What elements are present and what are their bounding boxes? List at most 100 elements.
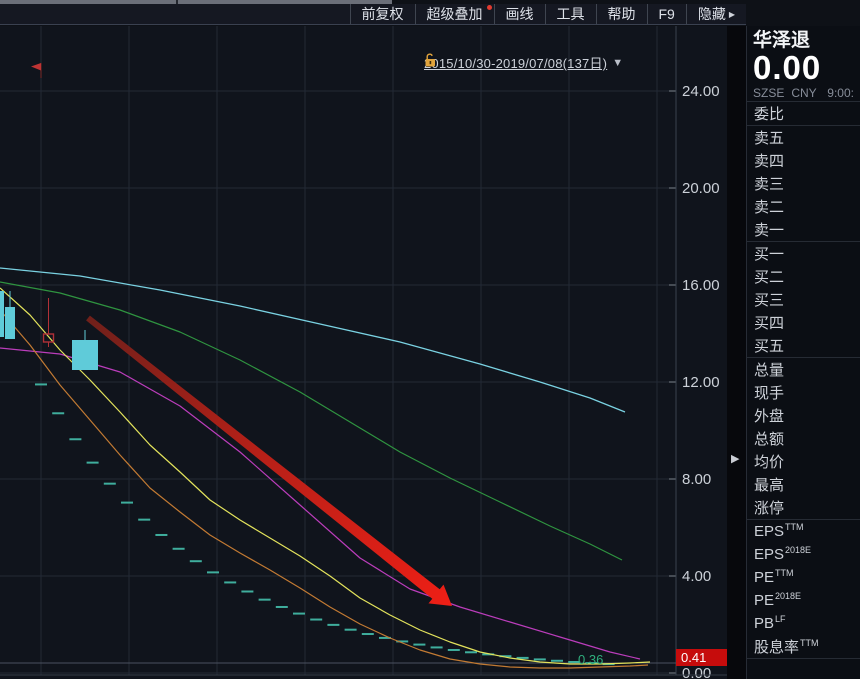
svg-text:12.00: 12.00 bbox=[682, 374, 720, 391]
ma-yellow bbox=[0, 287, 651, 665]
quote-time: 9:00: bbox=[827, 86, 854, 100]
date-range-label[interactable]: 2015/10/30-2019/07/08(137日) bbox=[424, 56, 608, 71]
quote-row[interactable]: 总额 bbox=[747, 427, 860, 450]
svg-text:0.00: 0.00 bbox=[682, 665, 711, 679]
quote-row-label: 卖一 bbox=[754, 222, 785, 239]
panel-divider[interactable]: ▶ bbox=[727, 26, 746, 679]
quote-rows: 委比卖五卖四 卖三卖二卖一买一买二买三买四买五总量现手外盘总额均价最高涨停 EPST… bbox=[747, 101, 860, 659]
date-range-control[interactable]: 2015/10/30-2019/07/08(137日) ▼ bbox=[424, 53, 628, 72]
exchange-label: SZSE bbox=[753, 86, 785, 100]
ma-magenta bbox=[0, 347, 641, 660]
quote-row[interactable]: 买四 bbox=[747, 311, 860, 334]
main-area: 24.00 20.00 16.00 12.00 8.00 4.00 0.00 2015/10… bbox=[0, 26, 860, 679]
chart-toolbar: 前复权 超级叠加 画线 工具 帮助 F9 隐藏 ▶ bbox=[0, 4, 746, 25]
quote-row[interactable]: EPS2018E bbox=[747, 543, 860, 566]
quote-row[interactable]: PETTM bbox=[747, 566, 860, 589]
candle bbox=[0, 291, 4, 337]
menu-item-draw-line[interactable]: 画线 bbox=[493, 4, 545, 24]
quote-row-label: 涨停 bbox=[754, 500, 785, 517]
quote-row-label: 均价 bbox=[754, 454, 785, 471]
ma-green bbox=[0, 281, 623, 561]
quote-row[interactable]: 买二 bbox=[747, 265, 860, 288]
quote-row-label: 买四 bbox=[754, 315, 785, 332]
quote-row[interactable]: PE2018E bbox=[747, 589, 860, 612]
menu-item-label: 隐藏 bbox=[697, 6, 726, 22]
quote-row[interactable]: 均价 bbox=[747, 450, 860, 473]
svg-text:16.00: 16.00 bbox=[682, 277, 720, 294]
candle bbox=[42, 333, 55, 343]
decline-annotation-arrow bbox=[86, 315, 452, 606]
svg-text:20.00: 20.00 bbox=[682, 180, 720, 197]
exchange-line: SZSE CNY 9:00: bbox=[753, 86, 854, 100]
last-trade-price-label: 0.36 bbox=[578, 652, 604, 667]
chevron-down-icon[interactable]: ▼ bbox=[612, 56, 624, 69]
candle bbox=[72, 340, 98, 370]
quote-row[interactable]: 卖五 bbox=[747, 126, 860, 149]
quote-row-label: 现手 bbox=[754, 385, 785, 402]
quote-row-label: EPS2018E bbox=[754, 545, 812, 564]
quote-row-label: 委比 bbox=[754, 106, 785, 123]
quote-row[interactable]: 涨停 bbox=[747, 496, 860, 519]
menu-item-help[interactable]: 帮助 bbox=[595, 4, 647, 24]
ma-cyan bbox=[0, 267, 626, 413]
quote-row[interactable]: 卖三 bbox=[747, 172, 860, 195]
menu-item-hide[interactable]: 隐藏 ▶ bbox=[685, 4, 746, 24]
ma-orange bbox=[0, 309, 649, 669]
quote-row-label: 最高 bbox=[754, 477, 785, 494]
svg-text:24.00: 24.00 bbox=[682, 83, 720, 100]
quote-row[interactable]: 买五 bbox=[747, 334, 860, 357]
quote-row-label: 买五 bbox=[754, 338, 785, 355]
quote-row-label: 买二 bbox=[754, 269, 785, 286]
quote-panel: 华泽退 0.00 SZSE CNY 9:00: 委比 卖五 卖四 卖三 卖二 卖一 买一 买二买… bbox=[746, 26, 860, 679]
quote-row[interactable]: 买三 bbox=[747, 288, 860, 311]
menu-item-super-overlay[interactable]: 超级叠加 bbox=[414, 4, 494, 24]
quote-row[interactable]: 外盘 bbox=[747, 404, 860, 427]
quote-row[interactable]: PBLF bbox=[747, 612, 860, 635]
quote-row[interactable]: 最高 bbox=[747, 473, 860, 496]
quote-row[interactable]: EPSTTM bbox=[747, 520, 860, 543]
currency-label: CNY bbox=[791, 86, 817, 100]
menu-item-label: F9 bbox=[658, 6, 675, 22]
quote-row-label: EPSTTM bbox=[754, 522, 804, 541]
notification-dot-icon bbox=[486, 5, 492, 10]
quote-row[interactable]: 总量 bbox=[747, 358, 860, 381]
quote-row-group: 卖五卖四 卖三卖二卖一 bbox=[747, 125, 860, 241]
kline-chart[interactable]: 24.00 20.00 16.00 12.00 8.00 4.00 0.00 bbox=[0, 26, 727, 679]
quote-row[interactable]: 卖一 bbox=[747, 218, 860, 241]
menu-item-tools[interactable]: 工具 bbox=[544, 4, 596, 24]
quote-row[interactable]: 买一 bbox=[747, 242, 860, 265]
quote-row[interactable]: 现手 bbox=[747, 381, 860, 404]
candle bbox=[5, 307, 15, 339]
quote-row-group: 买一买二买三买四买五 bbox=[747, 241, 860, 357]
kline-chart-area[interactable]: 24.00 20.00 16.00 12.00 8.00 4.00 0.00 2015/10… bbox=[0, 26, 740, 679]
flag-marker-icon bbox=[31, 63, 41, 71]
quote-row-label: PETTM bbox=[754, 568, 794, 587]
menu-item-forward-adjust[interactable]: 前复权 bbox=[349, 4, 415, 24]
quote-row-label: 买一 bbox=[754, 246, 785, 263]
quote-row-label: 卖五 bbox=[754, 130, 785, 147]
svg-text:8.00: 8.00 bbox=[682, 471, 711, 488]
quote-row-label: 卖二 bbox=[754, 199, 785, 216]
quote-row[interactable]: 委比 bbox=[747, 102, 860, 125]
quote-header: 华泽退 0.00 SZSE CNY 9:00: bbox=[747, 26, 860, 101]
menu-item-f9[interactable]: F9 bbox=[646, 4, 686, 24]
quote-row-group: 委比 bbox=[747, 101, 860, 125]
submenu-arrow-icon: ▶ bbox=[728, 9, 735, 19]
quote-row[interactable]: 卖二 bbox=[747, 195, 860, 218]
quote-row-label: 买三 bbox=[754, 292, 785, 309]
expand-panel-icon[interactable]: ▶ bbox=[731, 453, 740, 465]
quote-row[interactable]: 股息率TTM bbox=[747, 635, 860, 658]
menu-item-label: 前复权 bbox=[361, 6, 404, 22]
quote-row-label: 总量 bbox=[754, 362, 785, 379]
quote-row[interactable]: 卖四 bbox=[747, 149, 860, 172]
menu-item-label: 帮助 bbox=[607, 6, 636, 22]
quote-row-label: PE2018E bbox=[754, 591, 802, 610]
background-window-strip bbox=[0, 0, 392, 4]
last-price-axis-badge: 0.41 bbox=[676, 649, 740, 666]
menu-item-label: 工具 bbox=[556, 6, 585, 22]
menu-item-label: 画线 bbox=[505, 6, 534, 22]
quote-row-group: EPSTTM EPS2018E PETTM PE2018E PBLF 股息率TTM bbox=[747, 519, 860, 659]
quote-row-label: 总额 bbox=[754, 431, 785, 448]
stock-name: 华泽退 bbox=[753, 30, 811, 51]
